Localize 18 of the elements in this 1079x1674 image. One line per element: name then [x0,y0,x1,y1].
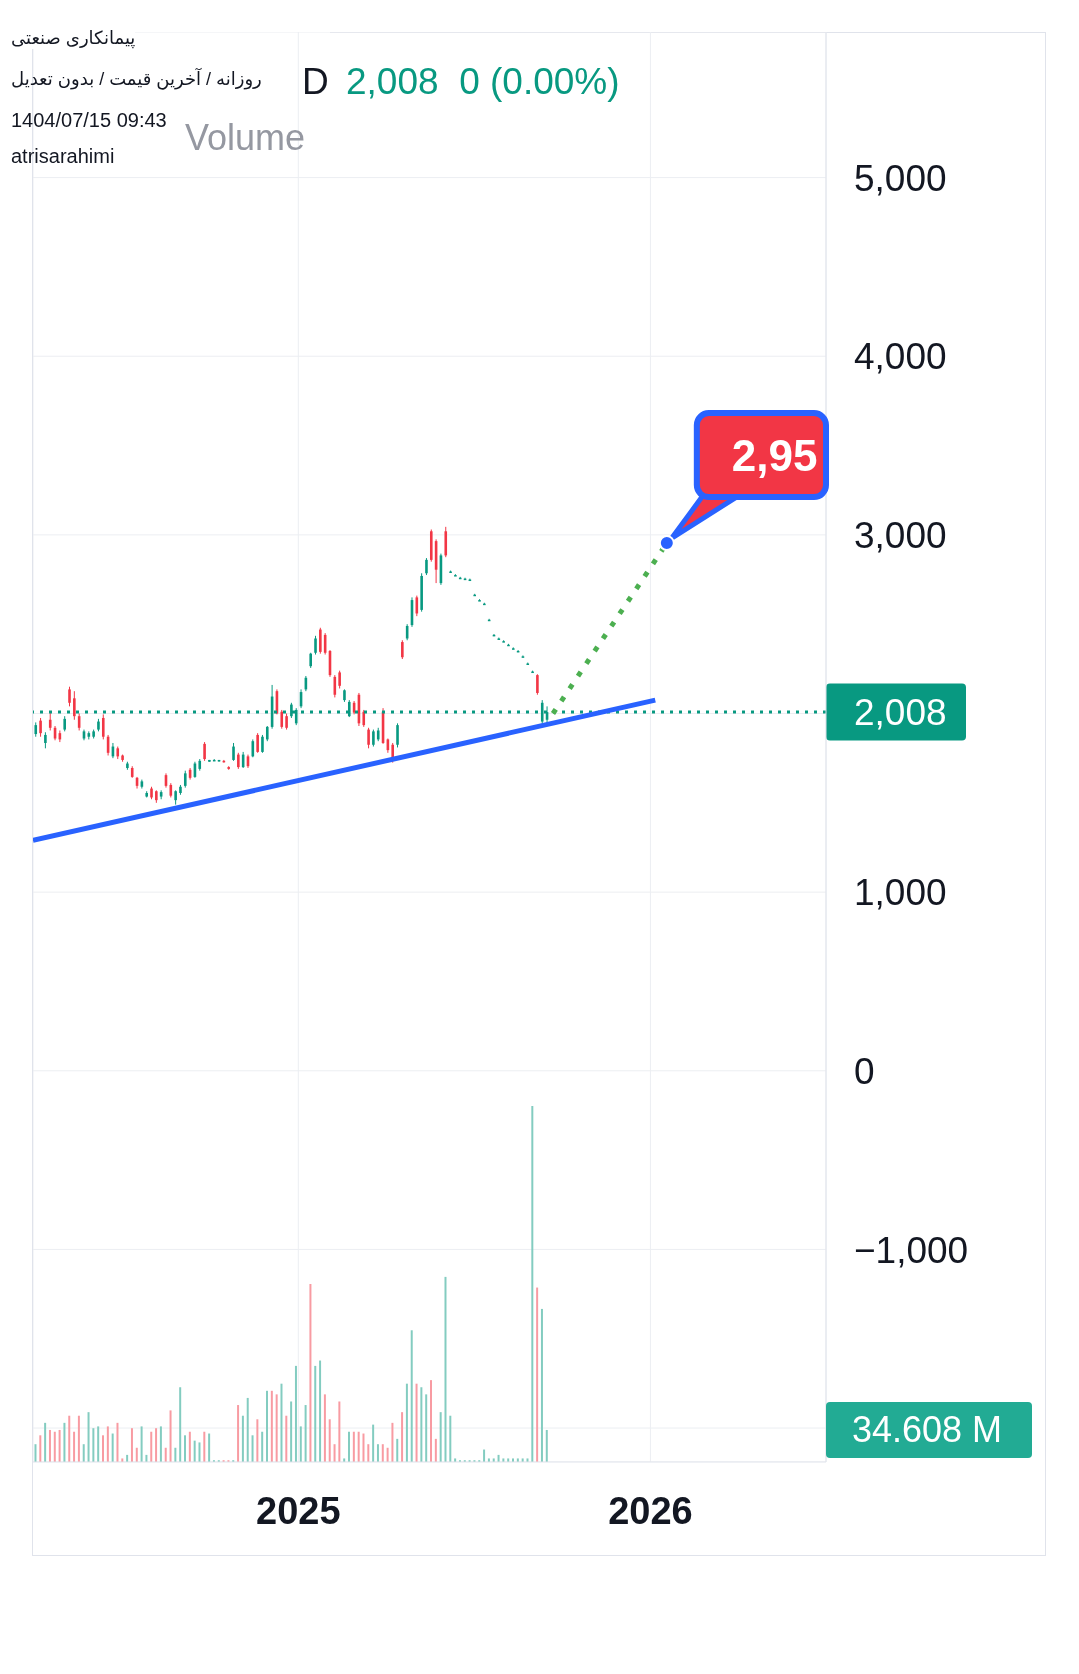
y-tick-label: 1,000 [854,872,947,914]
annotation: 2,95 [731,431,818,481]
y-tick-label: −1,000 [854,1229,969,1271]
text: 34.608 M [852,1409,1003,1451]
x-tick-label: 2026 [608,1489,693,1532]
annotation: روزانه / آخرین قیمت / بدون تعدیل [11,69,262,90]
y-tick-label: 0 [854,1050,875,1092]
ref-line-label: 2,008 [854,691,947,733]
annotation: 2,008 0 (0.00%) [346,61,620,104]
annotation: atrisarahimi [11,145,115,168]
annotation: Volume [185,117,306,159]
annotation: پیمانکاری صنعتی [11,28,136,49]
y-tick-label: 5,000 [854,157,947,199]
annotation: 1404/07/15 09:43 [11,109,167,132]
y-tick-label: 4,000 [854,336,947,378]
x-tick-label: 2025 [256,1489,341,1532]
annotation: D [302,61,329,104]
y-tick-label: 3,000 [854,515,947,556]
